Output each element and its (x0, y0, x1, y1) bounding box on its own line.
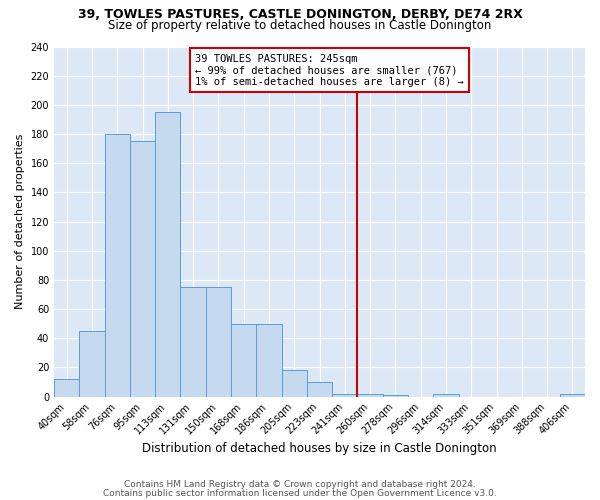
Bar (433, 394, 458, 396)
Bar (130, 142, 155, 396)
Bar (281, 370, 307, 396)
X-axis label: Distribution of detached houses by size in Castle Donington: Distribution of detached houses by size … (142, 442, 497, 455)
Text: Contains public sector information licensed under the Open Government Licence v3: Contains public sector information licen… (103, 490, 497, 498)
Y-axis label: Number of detached properties: Number of detached properties (15, 134, 25, 310)
Bar (383, 395, 408, 396)
Bar (155, 112, 181, 397)
Text: Contains HM Land Registry data © Crown copyright and database right 2024.: Contains HM Land Registry data © Crown c… (124, 480, 476, 489)
Bar (307, 382, 332, 396)
Text: 39, TOWLES PASTURES, CASTLE DONINGTON, DERBY, DE74 2RX: 39, TOWLES PASTURES, CASTLE DONINGTON, D… (77, 8, 523, 20)
Bar (256, 324, 281, 396)
Text: 39 TOWLES PASTURES: 245sqm
← 99% of detached houses are smaller (767)
1% of semi: 39 TOWLES PASTURES: 245sqm ← 99% of deta… (195, 54, 463, 86)
Text: Size of property relative to detached houses in Castle Donington: Size of property relative to detached ho… (109, 19, 491, 32)
Bar (181, 287, 206, 397)
Bar (79, 331, 104, 396)
Bar (358, 394, 383, 396)
Bar (54, 379, 79, 396)
Bar (560, 394, 585, 396)
Bar (104, 134, 130, 396)
Bar (231, 324, 256, 396)
Bar (206, 287, 231, 397)
Bar (332, 394, 358, 396)
